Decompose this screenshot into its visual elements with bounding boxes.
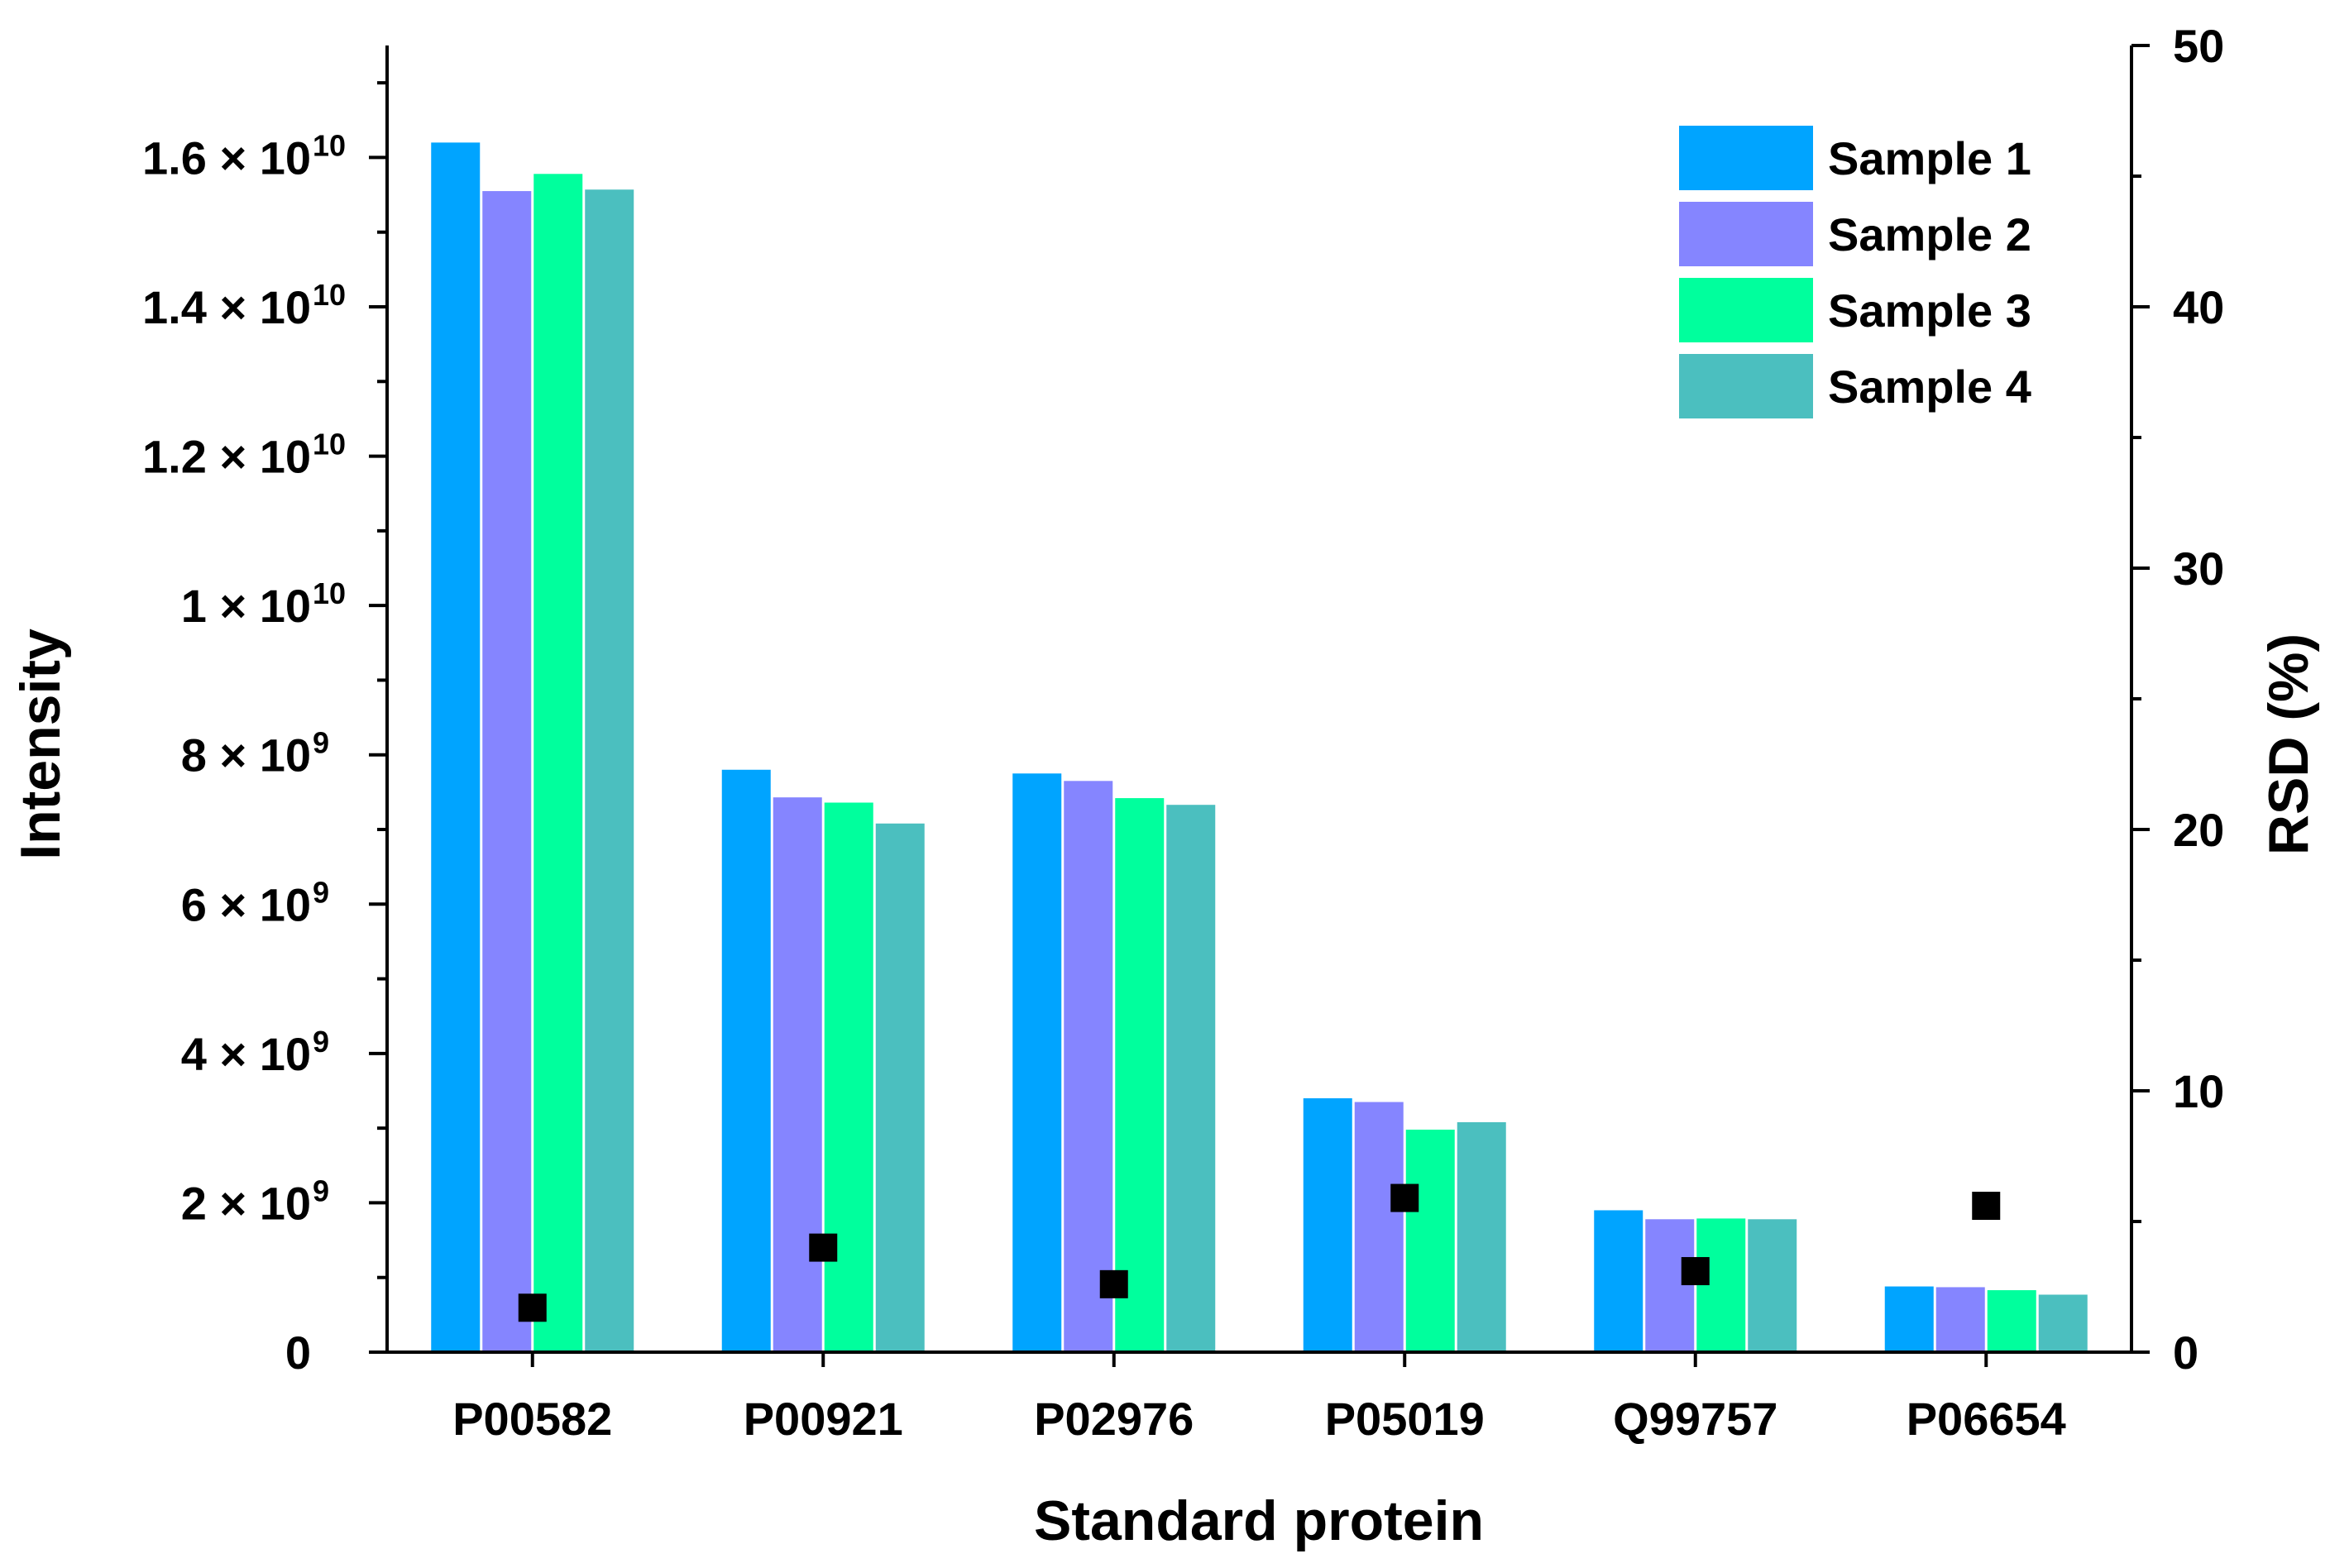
legend-label: Sample 1: [1828, 132, 2031, 184]
y-tick-label: 2 × 10: [181, 1177, 311, 1229]
legend-swatch-sample-4: [1679, 354, 1813, 418]
x-tick-label: P06654: [1907, 1393, 2066, 1445]
y-tick-exponent: 10: [313, 428, 346, 461]
bar-sample-2-p06654: [1935, 1287, 1985, 1352]
bar-sample-3-q99757: [1696, 1218, 1746, 1352]
legend-label: Sample 3: [1828, 284, 2031, 337]
rsd-points-layer: [518, 1183, 2001, 1322]
y2-tick-label: 50: [2173, 20, 2224, 72]
bar-sample-1-p02976: [1012, 773, 1062, 1352]
bar-sample-2-p05019: [1354, 1102, 1404, 1352]
x-tick-label: P02976: [1034, 1393, 1194, 1445]
y-tick-exponent: 10: [313, 128, 346, 162]
bar-sample-2-q99757: [1645, 1219, 1695, 1352]
bar-sample-2-p02976: [1064, 781, 1113, 1352]
y-tick-label: 6 × 10: [181, 878, 311, 930]
y-tick-exponent: 9: [313, 726, 329, 760]
y-tick-label: 1.2 × 10: [142, 431, 311, 483]
bar-sample-4-q99757: [1748, 1219, 1797, 1352]
y-tick-label: 1.6 × 10: [142, 131, 311, 184]
y-tick-exponent: 10: [313, 576, 346, 610]
x-tick-label: P00921: [744, 1393, 903, 1445]
y-tick-label: 8 × 10: [181, 729, 311, 782]
y2-tick-label: 40: [2173, 281, 2224, 333]
y-tick-exponent: 9: [313, 875, 329, 909]
x-tick-label: P00582: [452, 1393, 612, 1445]
bar-sample-2-p00582: [482, 191, 532, 1353]
y-tick-exponent: 9: [313, 1025, 329, 1059]
y2-tick-label: 10: [2173, 1065, 2224, 1117]
bar-sample-4-p00582: [585, 189, 634, 1352]
rsd-marker-p02976: [1099, 1269, 1128, 1298]
bar-sample-4-p06654: [2038, 1294, 2088, 1352]
x-tick-label: Q99757: [1613, 1393, 1777, 1445]
bar-sample-1-p00582: [431, 142, 481, 1352]
y2-tick-label: 0: [2173, 1327, 2198, 1379]
legend-swatch-sample-2: [1679, 202, 1813, 266]
y2-tick-label: 20: [2173, 804, 2224, 856]
bar-sample-1-p00921: [721, 769, 771, 1352]
bar-sample-4-p00921: [875, 823, 925, 1352]
bar-sample-1-p05019: [1303, 1098, 1352, 1352]
y-tick-label: 1 × 10: [181, 580, 311, 632]
bar-sample-4-p05019: [1457, 1121, 1506, 1352]
y-tick-exponent: 9: [313, 1174, 329, 1207]
bar-sample-3-p06654: [1987, 1290, 2036, 1352]
y-tick-label: 0: [285, 1327, 311, 1379]
legend-label: Sample 4: [1828, 361, 2031, 413]
rsd-marker-p05019: [1390, 1183, 1419, 1212]
bar-sample-2-p00921: [773, 797, 822, 1352]
category-labels: P00582 P00921 P02976 P05019 Q99757 P06654: [452, 1352, 2066, 1445]
y-tick-label: 4 × 10: [181, 1028, 311, 1080]
right-ticks: 0 10 20 30 40 50: [2131, 20, 2224, 1379]
y-tick-label: 1.4 × 10: [142, 281, 311, 333]
legend-swatch-sample-1: [1679, 126, 1813, 190]
bar-sample-3-p00921: [824, 802, 873, 1352]
rsd-marker-q99757: [1681, 1257, 1710, 1286]
left-ticks: 02 × 10 94 × 10 96 × 10 98 × 10 91 × 10 101.2…: [142, 81, 387, 1379]
y2-axis-title: RSD (%): [2257, 633, 2320, 855]
bar-sample-3-p00582: [533, 174, 583, 1353]
bar-sample-3-p02976: [1115, 798, 1165, 1352]
y-axis-title: Intensity: [9, 629, 72, 860]
bar-sample-3-p05019: [1405, 1129, 1455, 1352]
x-tick-label: P05019: [1325, 1393, 1485, 1445]
y-tick-exponent: 10: [313, 278, 346, 312]
y2-tick-label: 30: [2173, 543, 2224, 595]
bar-sample-4-p02976: [1166, 805, 1216, 1352]
legend: Sample 1 Sample 2 Sample 3 Sample 4: [1679, 126, 2031, 418]
bar-sample-1-q99757: [1594, 1210, 1643, 1352]
bar-sample-1-p06654: [1884, 1286, 1934, 1352]
rsd-marker-p06654: [1972, 1192, 2001, 1221]
x-axis-title: Standard protein: [1034, 1489, 1484, 1552]
rsd-marker-p00582: [518, 1293, 547, 1322]
rsd-marker-p00921: [809, 1233, 838, 1262]
legend-swatch-sample-3: [1679, 278, 1813, 342]
bars-layer: [431, 142, 2088, 1353]
legend-label: Sample 2: [1828, 208, 2031, 261]
